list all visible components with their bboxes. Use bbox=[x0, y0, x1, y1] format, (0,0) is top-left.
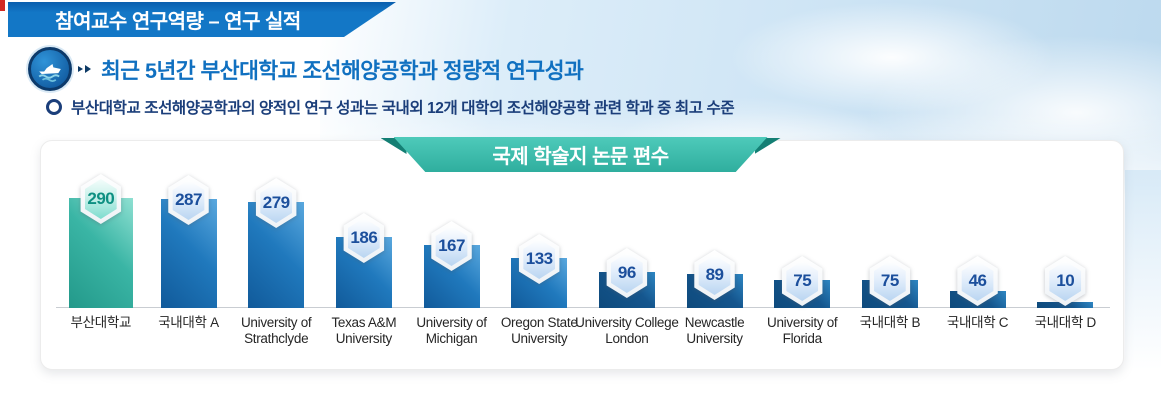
bar-value: 167 bbox=[438, 236, 465, 255]
ship-icon bbox=[28, 47, 72, 91]
bar-label: 국내대학 C bbox=[946, 315, 1009, 330]
bar-value: 287 bbox=[175, 190, 202, 209]
value-badge: 279 bbox=[253, 178, 299, 228]
value-badge: 167 bbox=[429, 221, 475, 271]
value-badge: 133 bbox=[516, 234, 562, 284]
corner-accent bbox=[0, 0, 5, 11]
value-badge: 287 bbox=[166, 175, 212, 225]
chart-bars: 290 부산대학교 287 국내대학 A 279 University of Strath… bbox=[57, 141, 1109, 369]
bar-value: 75 bbox=[793, 271, 812, 290]
chart-title-ribbon: 국제 학술지 논문 편수 bbox=[380, 137, 781, 172]
chart-bar-group: 75 University of Florida bbox=[758, 141, 846, 369]
bar-label: University of Michigan bbox=[416, 315, 487, 346]
bullet-circle-icon bbox=[46, 99, 62, 115]
bar-label: 국내대학 D bbox=[1034, 315, 1097, 330]
chart-bar-group: 279 University of Strathclyde bbox=[232, 141, 320, 369]
subtitle-row: 부산대학교 조선해양공학과의 양적인 연구 성과는 국내외 12개 대학의 조선… bbox=[46, 96, 735, 118]
hexagon-inner: 287 bbox=[172, 180, 205, 220]
value-badge: 46 bbox=[955, 256, 1001, 306]
page-title: 최근 5년간 부산대학교 조선해양공학과 정량적 연구성과 bbox=[101, 58, 584, 83]
header-banner: 참여교수 연구역량 – 연구 실적 bbox=[8, 2, 396, 37]
chart-bar-group: 133 Oregon State University bbox=[495, 141, 583, 369]
value-badge: 290 bbox=[78, 174, 124, 224]
bar-label: University College London bbox=[575, 315, 679, 346]
bar-label: Oregon State University bbox=[500, 315, 578, 346]
bar-label: University of Florida bbox=[767, 315, 838, 346]
x-axis-line bbox=[56, 307, 1110, 308]
hexagon-inner: 279 bbox=[260, 183, 293, 223]
bar-value: 186 bbox=[350, 228, 378, 247]
chart-card: 290 부산대학교 287 국내대학 A 279 University of Strath… bbox=[40, 140, 1124, 370]
chart-bar-group: 290 부산대학교 bbox=[57, 141, 145, 369]
bar-label: 국내대학 A bbox=[158, 315, 219, 330]
chart-bar-group: 89 Newcastle University bbox=[671, 141, 759, 369]
chart-bar-group: 96 University College London bbox=[575, 141, 679, 369]
bar-value: 46 bbox=[968, 271, 987, 290]
hexagon-inner: 290 bbox=[84, 179, 117, 219]
bar-label: University of Strathclyde bbox=[240, 315, 312, 346]
bar-chart: 290 부산대학교 287 국내대학 A 279 University of Strath… bbox=[41, 141, 1123, 369]
bar-value: 89 bbox=[705, 265, 724, 284]
value-badge: 89 bbox=[692, 250, 738, 300]
double-chevron-icon bbox=[78, 65, 93, 73]
bar-value: 133 bbox=[525, 249, 553, 268]
chart-bar-group: 186 Texas A&M University bbox=[320, 141, 408, 369]
bar-value: 279 bbox=[262, 193, 290, 212]
value-badge: 186 bbox=[341, 213, 387, 263]
bar-label: 국내대학 B bbox=[859, 315, 921, 330]
value-badge: 75 bbox=[779, 256, 825, 306]
chart-bar-group: 75 국내대학 B bbox=[846, 141, 934, 369]
bar-value: 10 bbox=[1056, 271, 1075, 290]
chart-title: 국제 학술지 논문 편수 bbox=[492, 146, 669, 168]
bar-value: 75 bbox=[880, 271, 899, 290]
chart-bar-group: 287 국내대학 A bbox=[145, 141, 233, 369]
bar-value: 290 bbox=[87, 189, 115, 208]
bar-label: 부산대학교 bbox=[70, 315, 132, 330]
bar-label: Newcastle University bbox=[684, 315, 745, 346]
value-badge: 10 bbox=[1042, 256, 1088, 306]
ribbon-band: 국제 학술지 논문 편수 bbox=[393, 137, 768, 172]
chart-bar-group: 167 University of Michigan bbox=[408, 141, 496, 369]
bar-value: 96 bbox=[617, 263, 636, 282]
value-badge: 75 bbox=[867, 256, 913, 306]
value-badge: 96 bbox=[604, 248, 650, 298]
title-row: 최근 5년간 부산대학교 조선해양공학과 정량적 연구성과 bbox=[28, 47, 584, 91]
subtitle-text: 부산대학교 조선해양공학과의 양적인 연구 성과는 국내외 12개 대학의 조선… bbox=[71, 100, 735, 117]
ship-icon-graphic bbox=[38, 64, 61, 82]
sky-right-edge bbox=[1125, 170, 1161, 370]
bar-label: Texas A&M University bbox=[331, 315, 397, 346]
chart-bar-group: 10 국내대학 D bbox=[1021, 141, 1109, 369]
chart-bar-group: 46 국내대학 C bbox=[934, 141, 1022, 369]
header-banner-label: 참여교수 연구역량 – 연구 실적 bbox=[55, 11, 301, 33]
hexagon-inner: 186 bbox=[348, 218, 380, 258]
